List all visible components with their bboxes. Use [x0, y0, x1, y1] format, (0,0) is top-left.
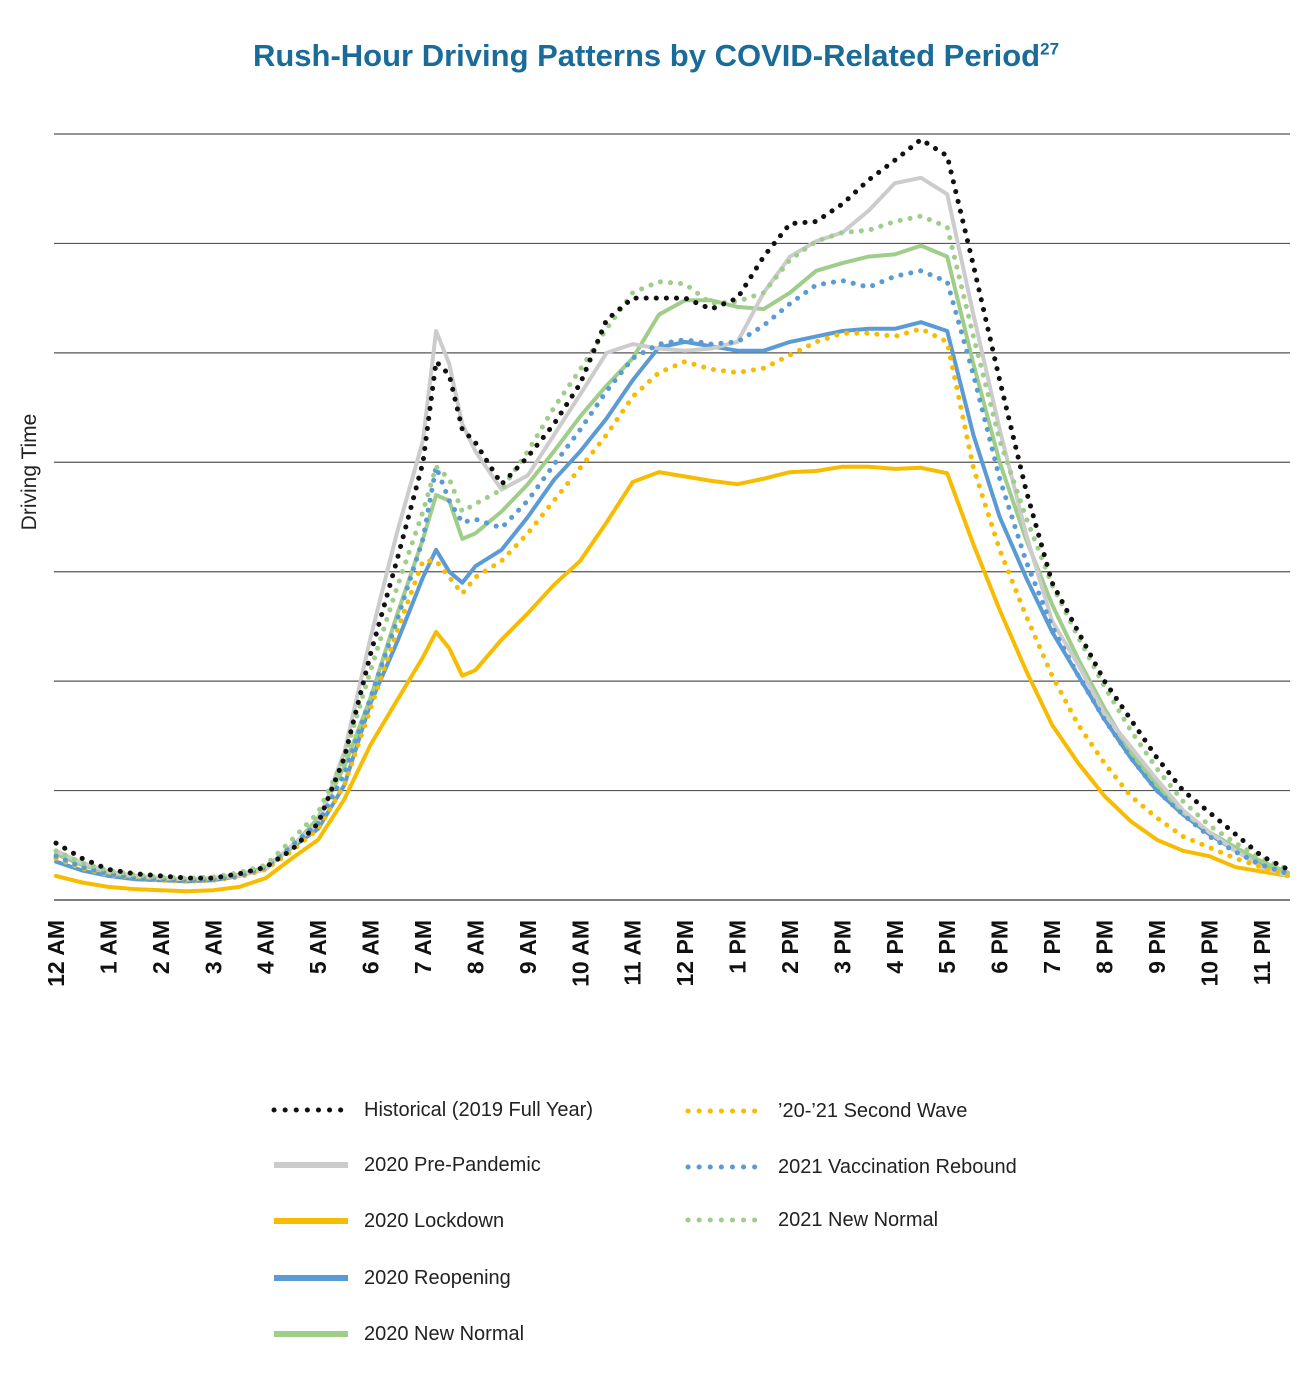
x-tick-label: 3 PM: [829, 920, 855, 974]
x-tick-label: 12 PM: [672, 920, 698, 986]
x-tick-label: 9 AM: [515, 920, 541, 974]
x-tick-label: 11 PM: [1249, 920, 1275, 985]
series-line-historical-dotted: [53, 137, 1291, 881]
x-tick-label: 7 AM: [410, 920, 436, 974]
x-tick-label: 10 PM: [1196, 920, 1222, 986]
x-tick-label: 4 PM: [882, 920, 908, 974]
y-axis-label: Driving Time: [18, 414, 41, 531]
x-tick-label: 2 PM: [777, 920, 803, 974]
x-tick-label: 10 AM: [567, 920, 593, 987]
series-line-new_normal_2021-dotted: [53, 213, 1291, 881]
series-line-vaccination-dotted: [53, 268, 1291, 883]
x-tick-label: 6 AM: [358, 920, 384, 974]
x-tick-label: 8 PM: [1092, 920, 1118, 974]
x-tick-label: 6 PM: [987, 920, 1013, 974]
x-tick-label: 9 PM: [1144, 920, 1170, 974]
series-lines: [53, 137, 1291, 894]
x-tick-label: 11 AM: [620, 920, 646, 986]
x-tick-label: 8 AM: [462, 920, 488, 974]
title-footnote: 27: [1040, 39, 1060, 59]
series-line-second_wave-dotted: [53, 326, 1291, 884]
x-tick-labels: 12 AM 1 AM 2 AM 3 AM 4 AM 5 AM 6 AM 7 AM 8 AM 9 A…: [43, 920, 1275, 987]
chart-title-text: Rush-Hour Driving Patterns by COVID-Rela…: [252, 38, 1041, 73]
x-tick-label: 5 AM: [305, 920, 331, 974]
gridlines: [54, 133, 1290, 901]
x-tick-label: 3 AM: [200, 920, 226, 974]
x-tick-label: 1 PM: [725, 920, 751, 974]
chart-title: Rush-Hour Driving Patterns by COVID-Rela…: [0, 38, 1312, 74]
x-tick-label: 4 AM: [253, 920, 279, 974]
series-line-lockdown: [54, 464, 1290, 894]
x-tick-label: 7 PM: [1039, 920, 1065, 974]
x-tick-label: 5 PM: [934, 920, 960, 974]
x-tick-label: 2 AM: [148, 920, 174, 974]
x-tick-label: 12 AM: [43, 920, 69, 987]
x-tick-label: 1 AM: [95, 920, 121, 974]
